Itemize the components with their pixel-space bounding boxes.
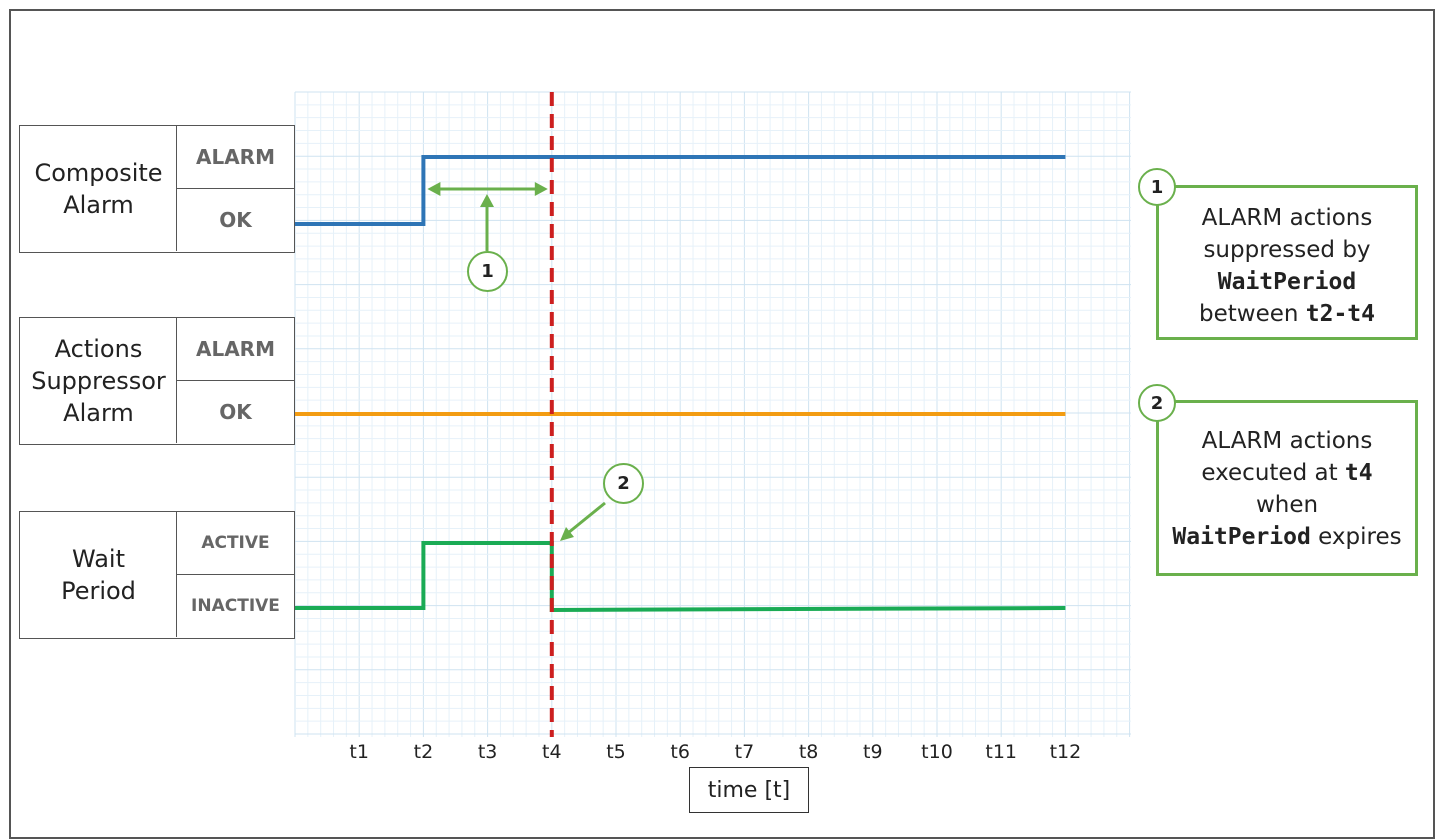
x-tick-labels: t1 t2 t3 t4 t5 t6 t7 t8 t9 t10 t11 t12	[349, 741, 1081, 763]
x-tick-label: t6	[670, 741, 690, 763]
x-tick-label: t7	[735, 741, 755, 763]
callout-2: ALARM actions executed at t4 when WaitPe…	[1156, 400, 1418, 576]
state-label-ok: OK	[176, 381, 294, 443]
callout-2-code: WaitPeriod	[1172, 524, 1311, 550]
x-tick-label: t11	[985, 741, 1017, 763]
callout-2-suffix: expires	[1310, 524, 1402, 550]
row-name: Actions Suppressor Alarm	[31, 334, 166, 427]
row-wait-period: Wait Period ACTIVE INACTIVE	[19, 511, 295, 639]
x-tick-label: t4	[542, 741, 562, 763]
marker-1-pointer-head	[480, 194, 494, 207]
state-label-alarm: ALARM	[176, 318, 294, 381]
x-tick-label: t1	[349, 741, 369, 763]
callout-2-line4: WaitPeriod expires	[1159, 521, 1415, 553]
wait-period-signal	[295, 541, 1066, 613]
state-label-alarm: ALARM	[176, 126, 294, 189]
callout-1-line4: between t2-t4	[1159, 298, 1415, 330]
x-tick-label: t5	[606, 741, 626, 763]
callout-1-line2: suppressed by	[1203, 237, 1371, 263]
x-tick-label: t10	[921, 741, 953, 763]
callout-1: ALARM actions suppressed by WaitPeriod b…	[1156, 185, 1418, 340]
x-tick-label: t2	[414, 741, 434, 763]
range-arrow-head-left	[427, 182, 441, 196]
callout-1-badge: 1	[1138, 168, 1176, 206]
marker-2-pointer-head	[560, 527, 574, 541]
row-composite-alarm: Composite Alarm ALARM OK	[19, 125, 295, 253]
callout-1-prefix: between	[1198, 301, 1306, 327]
callout-2-time: t4	[1344, 460, 1373, 486]
signal-lines	[295, 92, 1066, 737]
composite-alarm-signal	[295, 155, 1066, 226]
callout-2-line3: when	[1255, 492, 1319, 518]
x-tick-label: t3	[478, 741, 498, 763]
marker-2: 2	[603, 463, 644, 504]
row-name: Composite Alarm	[34, 158, 163, 219]
range-arrow-head-right	[534, 182, 548, 196]
row-name: Wait Period	[61, 544, 136, 605]
callout-1-code: WaitPeriod	[1217, 269, 1357, 295]
state-label-ok: OK	[176, 189, 294, 251]
x-tick-label: t9	[863, 741, 883, 763]
x-tick-label: t8	[799, 741, 819, 763]
callout-2-line1: ALARM actions	[1201, 428, 1373, 454]
state-label-inactive: INACTIVE	[176, 575, 294, 637]
marker-1: 1	[467, 251, 508, 292]
marker-2-pointer	[567, 501, 606, 535]
x-axis-title: time [t]	[689, 767, 809, 813]
timing-chart: t1 t2 t3 t4 t5 t6 t7 t8 t9 t10 t11 t12	[294, 91, 1131, 763]
callout-1-line1: ALARM actions	[1201, 205, 1373, 231]
callout-1-range: t2-t4	[1305, 301, 1376, 327]
x-tick-label: t12	[1050, 741, 1082, 763]
state-label-active: ACTIVE	[176, 512, 294, 575]
row-actions-suppressor-alarm: Actions Suppressor Alarm ALARM OK	[19, 317, 295, 445]
callout-2-prefix: executed at	[1201, 460, 1345, 486]
callout-2-badge: 2	[1138, 384, 1176, 422]
callout-2-line2: executed at t4	[1159, 457, 1415, 489]
